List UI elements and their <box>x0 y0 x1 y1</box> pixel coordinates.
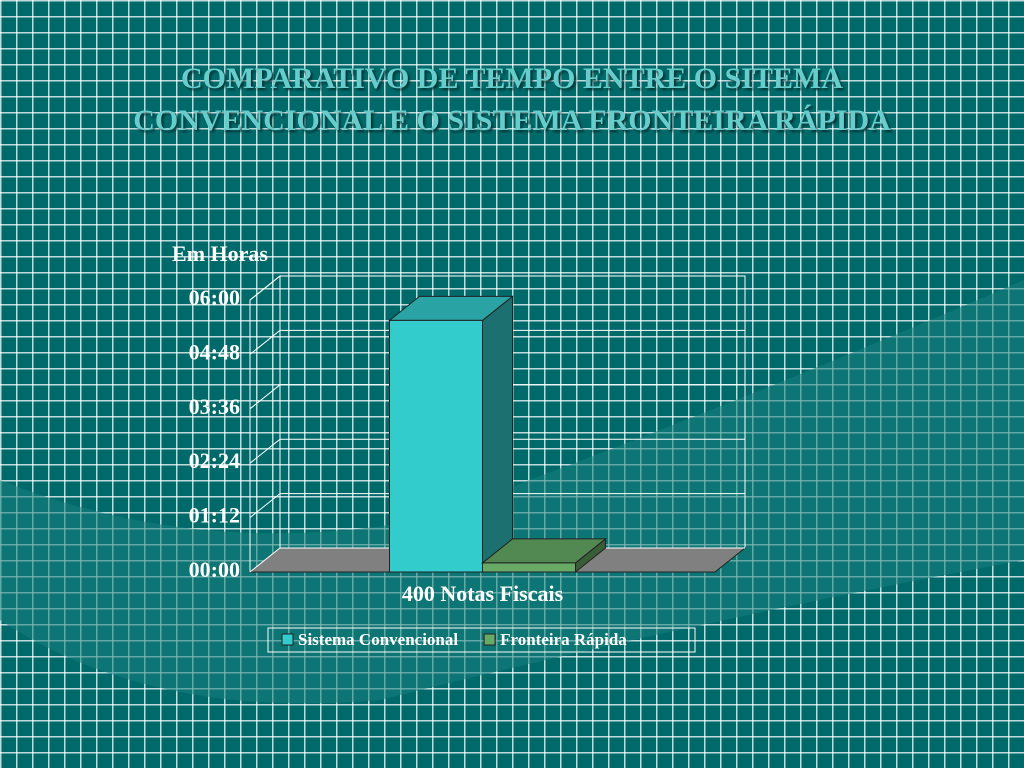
bar-front <box>389 319 483 573</box>
legend: Sistema Convencional Fronteira Rápida <box>267 627 696 653</box>
bar-side <box>482 295 513 574</box>
legend-swatch <box>483 633 496 646</box>
bar <box>388 295 514 574</box>
y-tick-label: 04:48 <box>189 339 240 364</box>
y-tick-label: 01:12 <box>189 503 240 528</box>
y-tick-label: 02:24 <box>189 448 240 473</box>
grid-line <box>249 438 745 464</box>
chart-title: COMPARATIVO DE TEMPO ENTRE O SITEMA CONV… <box>133 62 891 137</box>
grid-line <box>249 329 745 355</box>
bar <box>481 537 607 574</box>
y-tick-label: 06:00 <box>189 285 240 310</box>
y-tick-label: 03:36 <box>189 394 240 419</box>
grid-line <box>249 384 745 410</box>
legend-swatch <box>281 633 294 646</box>
y-axis-label: Em Horas <box>172 241 268 266</box>
grid-line <box>249 275 745 301</box>
legend-label: Fronteira Rápida <box>500 630 627 649</box>
grid-line <box>249 493 745 518</box>
legend-box <box>267 627 696 653</box>
bar-front <box>482 562 576 573</box>
x-tick-label: 400 Notas Fiscais <box>402 581 564 606</box>
side-wall <box>249 274 281 574</box>
legend-label: Sistema Convencional <box>298 630 458 649</box>
y-tick-label: 00:00 <box>189 557 240 582</box>
